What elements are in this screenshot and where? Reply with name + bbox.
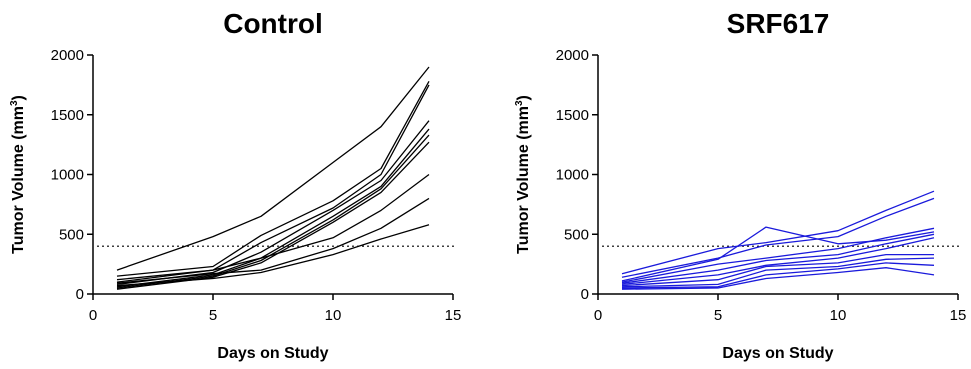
series-line-6 [117, 135, 429, 288]
x-tick-label: 5 [714, 307, 722, 324]
chart-panel-2: SRF617 0 500 1000 1500 2000 0 5 10 15 Days on Stud… [514, 8, 966, 362]
y-tick-label: 0 [581, 286, 589, 303]
series-line-3 [117, 85, 429, 282]
y-tick-label: 2000 [556, 47, 589, 64]
y-tick-label: 500 [564, 226, 589, 243]
x-tick-label: 10 [325, 307, 342, 324]
x-tick-label: 0 [89, 307, 97, 324]
x-tick-label: 0 [594, 307, 602, 324]
y-tick-label: 1500 [51, 107, 84, 124]
series-line-9 [622, 263, 934, 288]
chart-panel-1: Control 0 500 1000 1500 2000 0 5 10 15 Days on Stu… [9, 8, 461, 362]
y-tick-label: 1500 [556, 107, 589, 124]
y-tick-label: 1000 [556, 167, 589, 184]
y-axis-label: Tumor Volume (mm3) [514, 95, 532, 254]
series-line-1 [117, 67, 429, 270]
y-tick-label: 2000 [51, 47, 84, 64]
y-tick-label: 500 [59, 226, 84, 243]
y-axis-label-text: Tumor Volume (mm [515, 106, 532, 254]
y-axis-label-text: Tumor Volume (mm [10, 106, 27, 254]
x-tick-label: 15 [950, 307, 967, 324]
series-line-4 [117, 121, 429, 285]
y-axis-label-close: ) [10, 95, 27, 100]
y-axis-label: Tumor Volume (mm3) [9, 95, 27, 254]
x-axis-label: Days on Study [722, 345, 833, 362]
x-tick-label: 5 [209, 307, 217, 324]
chart-title: Control [223, 8, 323, 39]
series-line-9 [117, 198, 429, 283]
chart-title: SRF617 [727, 8, 830, 39]
y-tick-label: 1000 [51, 167, 84, 184]
x-axis-label: Days on Study [217, 345, 328, 362]
x-tick-label: 10 [830, 307, 847, 324]
y-axis-label-close: ) [515, 95, 532, 100]
x-tick-label: 15 [445, 307, 462, 324]
series-line-1 [622, 191, 934, 274]
y-tick-label: 0 [76, 286, 84, 303]
